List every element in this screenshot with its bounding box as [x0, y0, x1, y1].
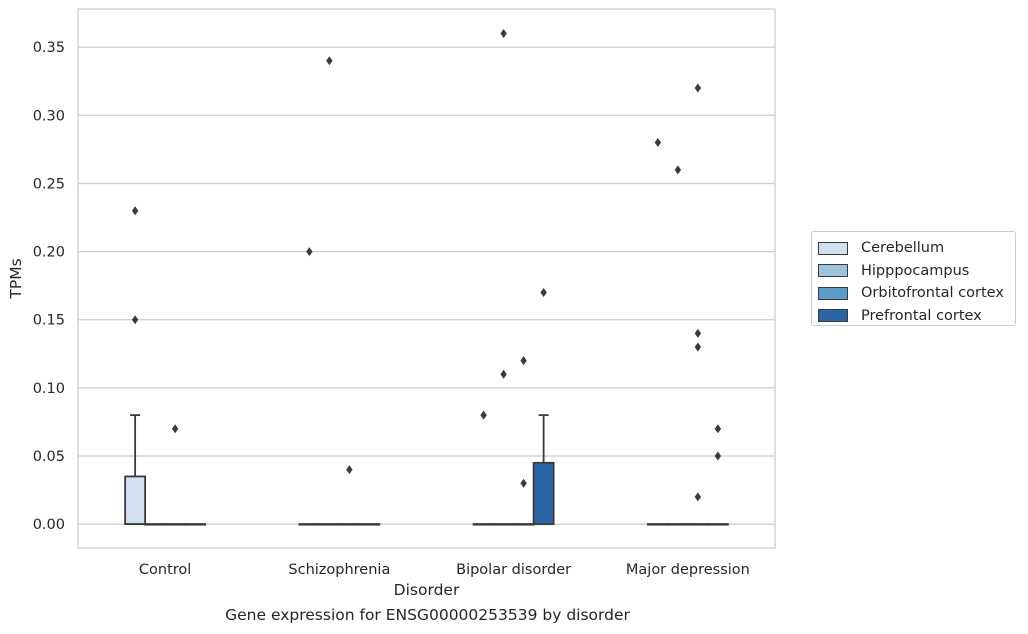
- y-tick-label: 0.10: [33, 381, 65, 397]
- box-orbitofrontal-cortex: [164, 424, 187, 526]
- outlier-point: [674, 165, 682, 175]
- x-tick-labels: Control Schizophrenia Bipolar disorder Majo…: [139, 562, 750, 578]
- legend: Cerebellum Hipppocampus Orbitofrontal co…: [811, 231, 1016, 326]
- legend-swatch: [818, 264, 848, 278]
- outlier-point: [694, 328, 702, 338]
- box-cerebellum: [472, 410, 495, 526]
- outlier-point: [654, 138, 662, 148]
- outlier-point: [694, 83, 702, 93]
- legend-label: Prefrontal cortex: [861, 307, 982, 324]
- box-orbitofrontal-cortex: [338, 465, 361, 526]
- box-orbitofrontal-cortex: [512, 356, 535, 526]
- box-hipppocampus: [492, 29, 515, 526]
- legend-swatch: [818, 241, 848, 255]
- y-tick-label: 0.35: [33, 40, 65, 56]
- y-tick-label: 0.20: [33, 245, 65, 261]
- box-hipppocampus: [666, 165, 689, 526]
- outlier-point: [500, 369, 507, 379]
- box-cerebellum: [646, 138, 669, 526]
- outlier-point: [520, 478, 527, 488]
- x-tick-label: Schizophrenia: [288, 562, 390, 578]
- legend-item: Prefrontal cortex: [818, 305, 1015, 328]
- outlier-point: [131, 315, 139, 325]
- y-tick-label: 0.00: [33, 517, 65, 533]
- chart-caption: Gene expression for ENSG00000253539 by d…: [225, 606, 630, 624]
- outlier-point: [714, 451, 722, 461]
- y-axis-title: TPMs: [7, 258, 25, 299]
- box-hipppocampus: [144, 523, 167, 526]
- box: [124, 475, 147, 526]
- x-tick-label: Bipolar disorder: [456, 562, 571, 578]
- outlier-point: [694, 342, 702, 352]
- outlier-point: [500, 29, 507, 39]
- box-cerebellum: [298, 247, 321, 526]
- legend-item: Cerebellum: [818, 237, 1015, 260]
- box-cerebellum: [124, 206, 147, 526]
- y-tick-label: 0.05: [33, 449, 65, 465]
- legend-swatch: [818, 286, 848, 300]
- legend-label: Cerebellum: [861, 240, 945, 257]
- outlier-point: [520, 356, 527, 366]
- y-tick-label: 0.15: [33, 313, 65, 329]
- x-tick-label: Major depression: [626, 562, 750, 578]
- box-prefrontal-cortex: [706, 424, 729, 526]
- box: [532, 461, 555, 526]
- outlier-point: [714, 424, 722, 434]
- legend-item: Orbitofrontal cortex: [818, 282, 1015, 305]
- outlier-point: [171, 424, 179, 434]
- y-tick-labels: 0.00 0.05 0.10 0.15 0.20 0.25 0.30 0.35: [33, 40, 65, 533]
- outlier-point: [326, 56, 333, 66]
- box-orbitofrontal-cortex: [686, 83, 709, 526]
- x-tick-label: Control: [139, 562, 191, 578]
- box-prefrontal-cortex: [532, 287, 555, 526]
- plot-frame: [77, 8, 776, 549]
- legend-item: Hipppocampus: [818, 260, 1015, 283]
- outlier-point: [131, 206, 139, 216]
- legend-swatch: [818, 309, 848, 323]
- box-hipppocampus: [318, 56, 341, 526]
- outlier-point: [306, 247, 313, 257]
- y-tick-label: 0.25: [33, 176, 65, 192]
- outlier-point: [694, 492, 702, 502]
- x-axis-title: Disorder: [394, 581, 460, 599]
- outlier-point: [540, 287, 547, 297]
- gridlines: [78, 46, 775, 525]
- box-prefrontal-cortex: [358, 523, 381, 526]
- box-prefrontal-cortex: [184, 523, 207, 526]
- y-tick-label: 0.30: [33, 108, 65, 124]
- box-plots: [124, 29, 729, 526]
- outlier-point: [480, 410, 487, 420]
- legend-label: Hipppocampus: [861, 262, 970, 279]
- outlier-point: [346, 465, 353, 475]
- legend-label: Orbitofrontal cortex: [861, 285, 1004, 302]
